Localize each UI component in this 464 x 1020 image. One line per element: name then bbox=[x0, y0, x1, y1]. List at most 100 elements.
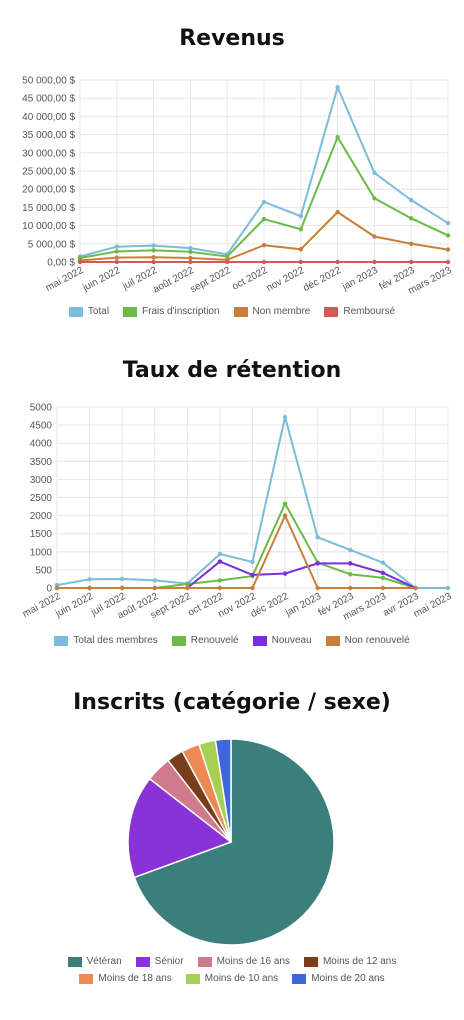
data-point-renouvele bbox=[380, 575, 386, 581]
data-point-rembourse bbox=[445, 259, 451, 265]
data-point-total-des-membres bbox=[87, 577, 92, 582]
data-point-total-des-membres bbox=[315, 535, 320, 540]
data-point-frais-d-inscription bbox=[335, 134, 340, 140]
y-tick-label: 5 000,00 $ bbox=[28, 239, 76, 250]
y-tick-label: 10 000,00 $ bbox=[22, 221, 75, 232]
legend-swatch bbox=[171, 635, 186, 646]
data-point-nouveau bbox=[217, 559, 223, 564]
y-tick-label: 20 000,00 $ bbox=[22, 185, 75, 196]
legend-item-moins-de-12-ans[interactable]: Moins de 12 ans bbox=[303, 956, 397, 967]
legend-item-senior[interactable]: Sénior bbox=[135, 956, 184, 967]
series-line-renouvele bbox=[57, 502, 416, 589]
legend-item-non-renouvele[interactable]: Non renouvelé bbox=[325, 635, 410, 646]
data-point-renouvele bbox=[217, 578, 223, 583]
data-point-non-renouvele bbox=[87, 585, 92, 591]
legend-item-frais-d-inscription[interactable]: Frais d'inscription bbox=[123, 306, 220, 317]
revenus-title: Revenus bbox=[179, 26, 285, 51]
data-point-rembourse bbox=[77, 259, 83, 265]
x-tick-label: mai 2022 bbox=[44, 265, 86, 294]
data-point-renouvele bbox=[348, 572, 353, 577]
data-point-non-membre bbox=[188, 255, 193, 261]
series-line-non-renouvele bbox=[57, 514, 416, 589]
y-tick-label: 5000 bbox=[30, 403, 53, 414]
x-tick-label: juin 2022 bbox=[80, 265, 122, 294]
legend-label: Non membre bbox=[252, 306, 311, 317]
data-point-frais-d-inscription bbox=[114, 249, 120, 254]
legend-item-nouveau[interactable]: Nouveau bbox=[252, 635, 312, 646]
legend-label: Renouvelé bbox=[190, 635, 239, 646]
data-point-rembourse bbox=[188, 259, 193, 265]
data-point-non-membre bbox=[298, 247, 303, 252]
data-point-non-renouvele bbox=[282, 513, 288, 518]
y-tick-label: 0 bbox=[46, 584, 52, 595]
legend-item-total[interactable]: Total bbox=[68, 306, 109, 317]
x-tick-label: jan 2023 bbox=[340, 265, 380, 293]
data-point-frais-d-inscription bbox=[409, 216, 414, 221]
data-point-nouveau bbox=[380, 570, 386, 575]
data-point-total bbox=[261, 199, 267, 205]
data-point-total bbox=[335, 85, 340, 90]
x-tick-label: août 2022 bbox=[151, 265, 196, 296]
x-tick-label: nov 2022 bbox=[265, 265, 307, 294]
data-point-nouveau bbox=[282, 571, 288, 576]
data-point-frais-d-inscription bbox=[225, 254, 230, 259]
data-point-non-membre bbox=[445, 247, 451, 252]
data-point-rembourse bbox=[151, 259, 156, 265]
y-tick-label: 30 000,00 $ bbox=[22, 148, 75, 159]
legend-item-veteran[interactable]: Vétéran bbox=[67, 956, 122, 967]
data-point-frais-d-inscription bbox=[151, 248, 156, 253]
pie-slice-moins-de-20-ans bbox=[214, 738, 232, 843]
legend-label: Moins de 16 ans bbox=[216, 956, 290, 967]
legend-swatch bbox=[67, 956, 82, 967]
data-point-rembourse bbox=[114, 259, 120, 265]
legend-item-moins-de-10-ans[interactable]: Moins de 10 ans bbox=[185, 973, 278, 984]
legend-item-non-membre[interactable]: Non membre bbox=[233, 306, 311, 317]
data-point-total-des-membres bbox=[250, 559, 255, 565]
data-point-non-membre bbox=[372, 234, 377, 239]
legend-swatch bbox=[233, 306, 248, 317]
legend-item-total-des-membres[interactable]: Total des membres bbox=[54, 635, 158, 646]
y-tick-label: 3000 bbox=[30, 475, 53, 486]
legend-item-moins-de-16-ans[interactable]: Moins de 16 ans bbox=[197, 956, 290, 967]
legend-label: Moins de 20 ans bbox=[311, 973, 385, 984]
legend-item-rembourse[interactable]: Remboursé bbox=[324, 306, 395, 317]
data-point-non-renouvele bbox=[119, 585, 125, 591]
legend-label: Total des membres bbox=[73, 635, 158, 646]
legend-swatch bbox=[123, 306, 138, 317]
x-tick-label: oct 2022 bbox=[230, 265, 269, 293]
x-tick-label: déc 2022 bbox=[302, 265, 344, 294]
legend-swatch bbox=[135, 956, 150, 967]
data-point-non-renouvele bbox=[54, 585, 60, 591]
data-point-total-des-membres bbox=[217, 551, 223, 557]
legend-label: Moins de 12 ans bbox=[322, 956, 397, 967]
legend-item-renouvele[interactable]: Renouvelé bbox=[171, 635, 239, 646]
y-tick-label: 1000 bbox=[30, 547, 53, 558]
legend-swatch bbox=[303, 956, 318, 967]
legend-swatch bbox=[325, 635, 340, 646]
legend-swatch bbox=[252, 635, 267, 646]
legend-swatch bbox=[324, 306, 339, 317]
data-point-renouvele bbox=[282, 501, 288, 506]
data-point-total bbox=[114, 244, 120, 249]
data-point-frais-d-inscription bbox=[445, 233, 451, 238]
legend-item-moins-de-18-ans[interactable]: Moins de 18 ans bbox=[79, 973, 172, 984]
data-point-rembourse bbox=[298, 259, 303, 265]
y-tick-label: 4000 bbox=[30, 439, 53, 450]
data-point-total-des-membres bbox=[119, 576, 125, 582]
legend-swatch bbox=[197, 956, 212, 967]
y-tick-label: 2500 bbox=[30, 493, 53, 504]
data-point-nouveau bbox=[348, 561, 353, 566]
data-point-non-membre bbox=[114, 255, 120, 260]
pie-slice-veteran bbox=[133, 738, 335, 946]
y-tick-label: 35 000,00 $ bbox=[22, 130, 75, 141]
data-point-rembourse bbox=[409, 259, 414, 265]
retention-title: Taux de rétention bbox=[122, 358, 342, 383]
y-tick-label: 25 000,00 $ bbox=[22, 167, 75, 178]
data-point-total bbox=[409, 197, 414, 203]
data-point-total-des-membres bbox=[445, 585, 451, 591]
legend-label: Vétéran bbox=[86, 956, 122, 967]
x-tick-label: sept 2022 bbox=[189, 265, 233, 296]
y-tick-label: 15 000,00 $ bbox=[22, 203, 75, 214]
legend-item-moins-de-20-ans[interactable]: Moins de 20 ans bbox=[292, 973, 385, 984]
y-tick-label: 40 000,00 $ bbox=[22, 112, 75, 123]
